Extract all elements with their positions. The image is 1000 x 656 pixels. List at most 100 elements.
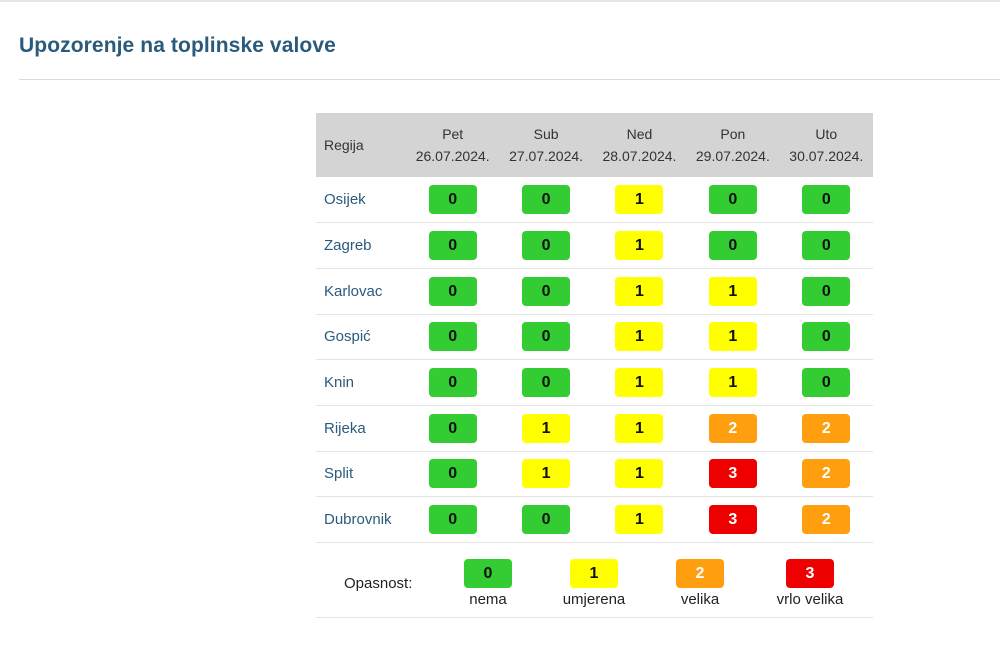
- warning-level-badge: 0: [428, 368, 477, 398]
- danger-legend: Opasnost: 0 nema 1 umjerena 2 velika 3 v…: [316, 543, 873, 618]
- level-cell: 0: [406, 405, 499, 451]
- warning-level-badge: 0: [522, 322, 571, 352]
- level-cell: 2: [780, 451, 873, 497]
- level-cell: 0: [406, 268, 499, 314]
- level-cell: 0: [499, 314, 592, 360]
- warning-level-badge: 1: [615, 368, 664, 398]
- warning-level-badge: 0: [428, 185, 477, 215]
- level-cell: 1: [593, 360, 686, 406]
- day-date: 27.07.2024.: [509, 148, 584, 164]
- warning-level-badge: 0: [708, 231, 757, 261]
- level-cell: 1: [499, 405, 592, 451]
- warning-level-badge: 0: [802, 322, 851, 352]
- level-cell: 1: [686, 360, 779, 406]
- top-border: [0, 0, 1000, 2]
- level-cell: 1: [593, 405, 686, 451]
- level-cell: 0: [406, 223, 499, 269]
- region-link[interactable]: Dubrovnik: [324, 511, 392, 529]
- day-date: 28.07.2024.: [602, 148, 677, 164]
- day-column-header: Pon 29.07.2024.: [686, 113, 779, 177]
- table-row: Karlovac 0 0 1 1 0: [316, 268, 873, 315]
- warning-level-badge: 1: [615, 505, 664, 535]
- table-row: Osijek 0 0 1 0 0: [316, 177, 873, 223]
- warning-level-badge: 0: [428, 322, 477, 352]
- level-cell: 2: [780, 497, 873, 543]
- day-column-header: Ned 28.07.2024.: [593, 113, 686, 177]
- warning-level-badge: 0: [802, 276, 851, 306]
- level-cell: 1: [593, 497, 686, 543]
- level-cell: 0: [499, 497, 592, 543]
- level-cell: 0: [406, 497, 499, 543]
- day-column-header: Uto 30.07.2024.: [780, 113, 873, 177]
- region-link[interactable]: Osijek: [324, 191, 366, 209]
- legend-item-moderate: 1 umjerena: [546, 559, 642, 608]
- level-cell: 0: [406, 360, 499, 406]
- day-column-header: Pet 26.07.2024.: [406, 113, 499, 177]
- warning-level-badge: 3: [708, 459, 757, 489]
- region-link[interactable]: Split: [324, 465, 354, 483]
- legend-item-none: 0 nema: [440, 559, 536, 608]
- warning-level-badge: 1: [708, 322, 757, 352]
- level-cell: 1: [593, 451, 686, 497]
- level-cell: 1: [686, 268, 779, 314]
- table-row: Knin 0 0 1 1 0: [316, 360, 873, 406]
- page-title: Upozorenje na toplinske valove: [19, 34, 336, 57]
- legend-text: umjerena: [562, 591, 626, 608]
- warning-level-badge: 2: [708, 413, 757, 443]
- warning-level-badge: 1: [615, 322, 664, 352]
- legend-badge: 0: [464, 559, 512, 588]
- table-header-row: Regija Pet 26.07.2024. Sub 27.07.2024. Ned…: [316, 113, 873, 177]
- day-name: Sub: [533, 126, 559, 142]
- legend-text: velika: [680, 591, 720, 608]
- warning-level-badge: 0: [802, 185, 851, 215]
- legend-text: nema: [469, 591, 507, 608]
- warning-level-badge: 0: [522, 231, 571, 261]
- level-cell: 0: [686, 223, 779, 269]
- warning-level-badge: 2: [802, 413, 851, 443]
- day-name: Ned: [626, 126, 653, 142]
- region-link[interactable]: Knin: [324, 374, 355, 392]
- warning-level-badge: 0: [708, 185, 757, 215]
- level-cell: 1: [593, 223, 686, 269]
- level-cell: 0: [406, 451, 499, 497]
- legend-item-very-high: 3 vrlo velika: [762, 559, 858, 608]
- legend-badge: 2: [676, 559, 724, 588]
- level-cell: 1: [499, 451, 592, 497]
- level-cell: 0: [499, 177, 592, 223]
- warning-level-badge: 1: [522, 413, 571, 443]
- legend-badge: 3: [786, 559, 834, 588]
- level-cell: 0: [780, 314, 873, 360]
- warning-level-badge: 1: [615, 459, 664, 489]
- day-name: Pon: [720, 126, 746, 142]
- table-row: Gospić 0 0 1 1 0: [316, 314, 873, 360]
- level-cell: 2: [686, 405, 779, 451]
- level-cell: 0: [780, 223, 873, 269]
- heatwave-table: Regija Pet 26.07.2024. Sub 27.07.2024. Ned…: [316, 113, 873, 543]
- warning-level-badge: 1: [708, 276, 757, 306]
- level-cell: 1: [593, 268, 686, 314]
- warning-level-badge: 0: [522, 276, 571, 306]
- legend-text: vrlo velika: [776, 591, 844, 608]
- region-link[interactable]: Rijeka: [324, 419, 366, 437]
- region-link[interactable]: Gospić: [324, 328, 371, 346]
- table-row: Rijeka 0 1 1 2 2: [316, 405, 873, 452]
- day-name: Pet: [442, 126, 464, 142]
- legend-label: Opasnost:: [344, 575, 413, 592]
- level-cell: 3: [686, 451, 779, 497]
- legend-item-high: 2 velika: [652, 559, 748, 608]
- warning-level-badge: 0: [428, 413, 477, 443]
- warning-level-badge: 2: [802, 459, 851, 489]
- level-cell: 0: [499, 360, 592, 406]
- table-row: Zagreb 0 0 1 0 0: [316, 223, 873, 269]
- warning-level-badge: 1: [615, 185, 664, 215]
- day-date: 26.07.2024.: [415, 148, 490, 164]
- warning-level-badge: 0: [802, 231, 851, 261]
- level-cell: 0: [406, 314, 499, 360]
- warning-level-badge: 2: [802, 505, 851, 535]
- region-link[interactable]: Karlovac: [324, 282, 383, 300]
- region-link[interactable]: Zagreb: [324, 237, 372, 255]
- day-date: 30.07.2024.: [789, 148, 864, 164]
- warning-level-badge: 0: [428, 505, 477, 535]
- warning-level-badge: 0: [428, 231, 477, 261]
- heatwave-table-container: Regija Pet 26.07.2024. Sub 27.07.2024. Ned…: [316, 113, 873, 543]
